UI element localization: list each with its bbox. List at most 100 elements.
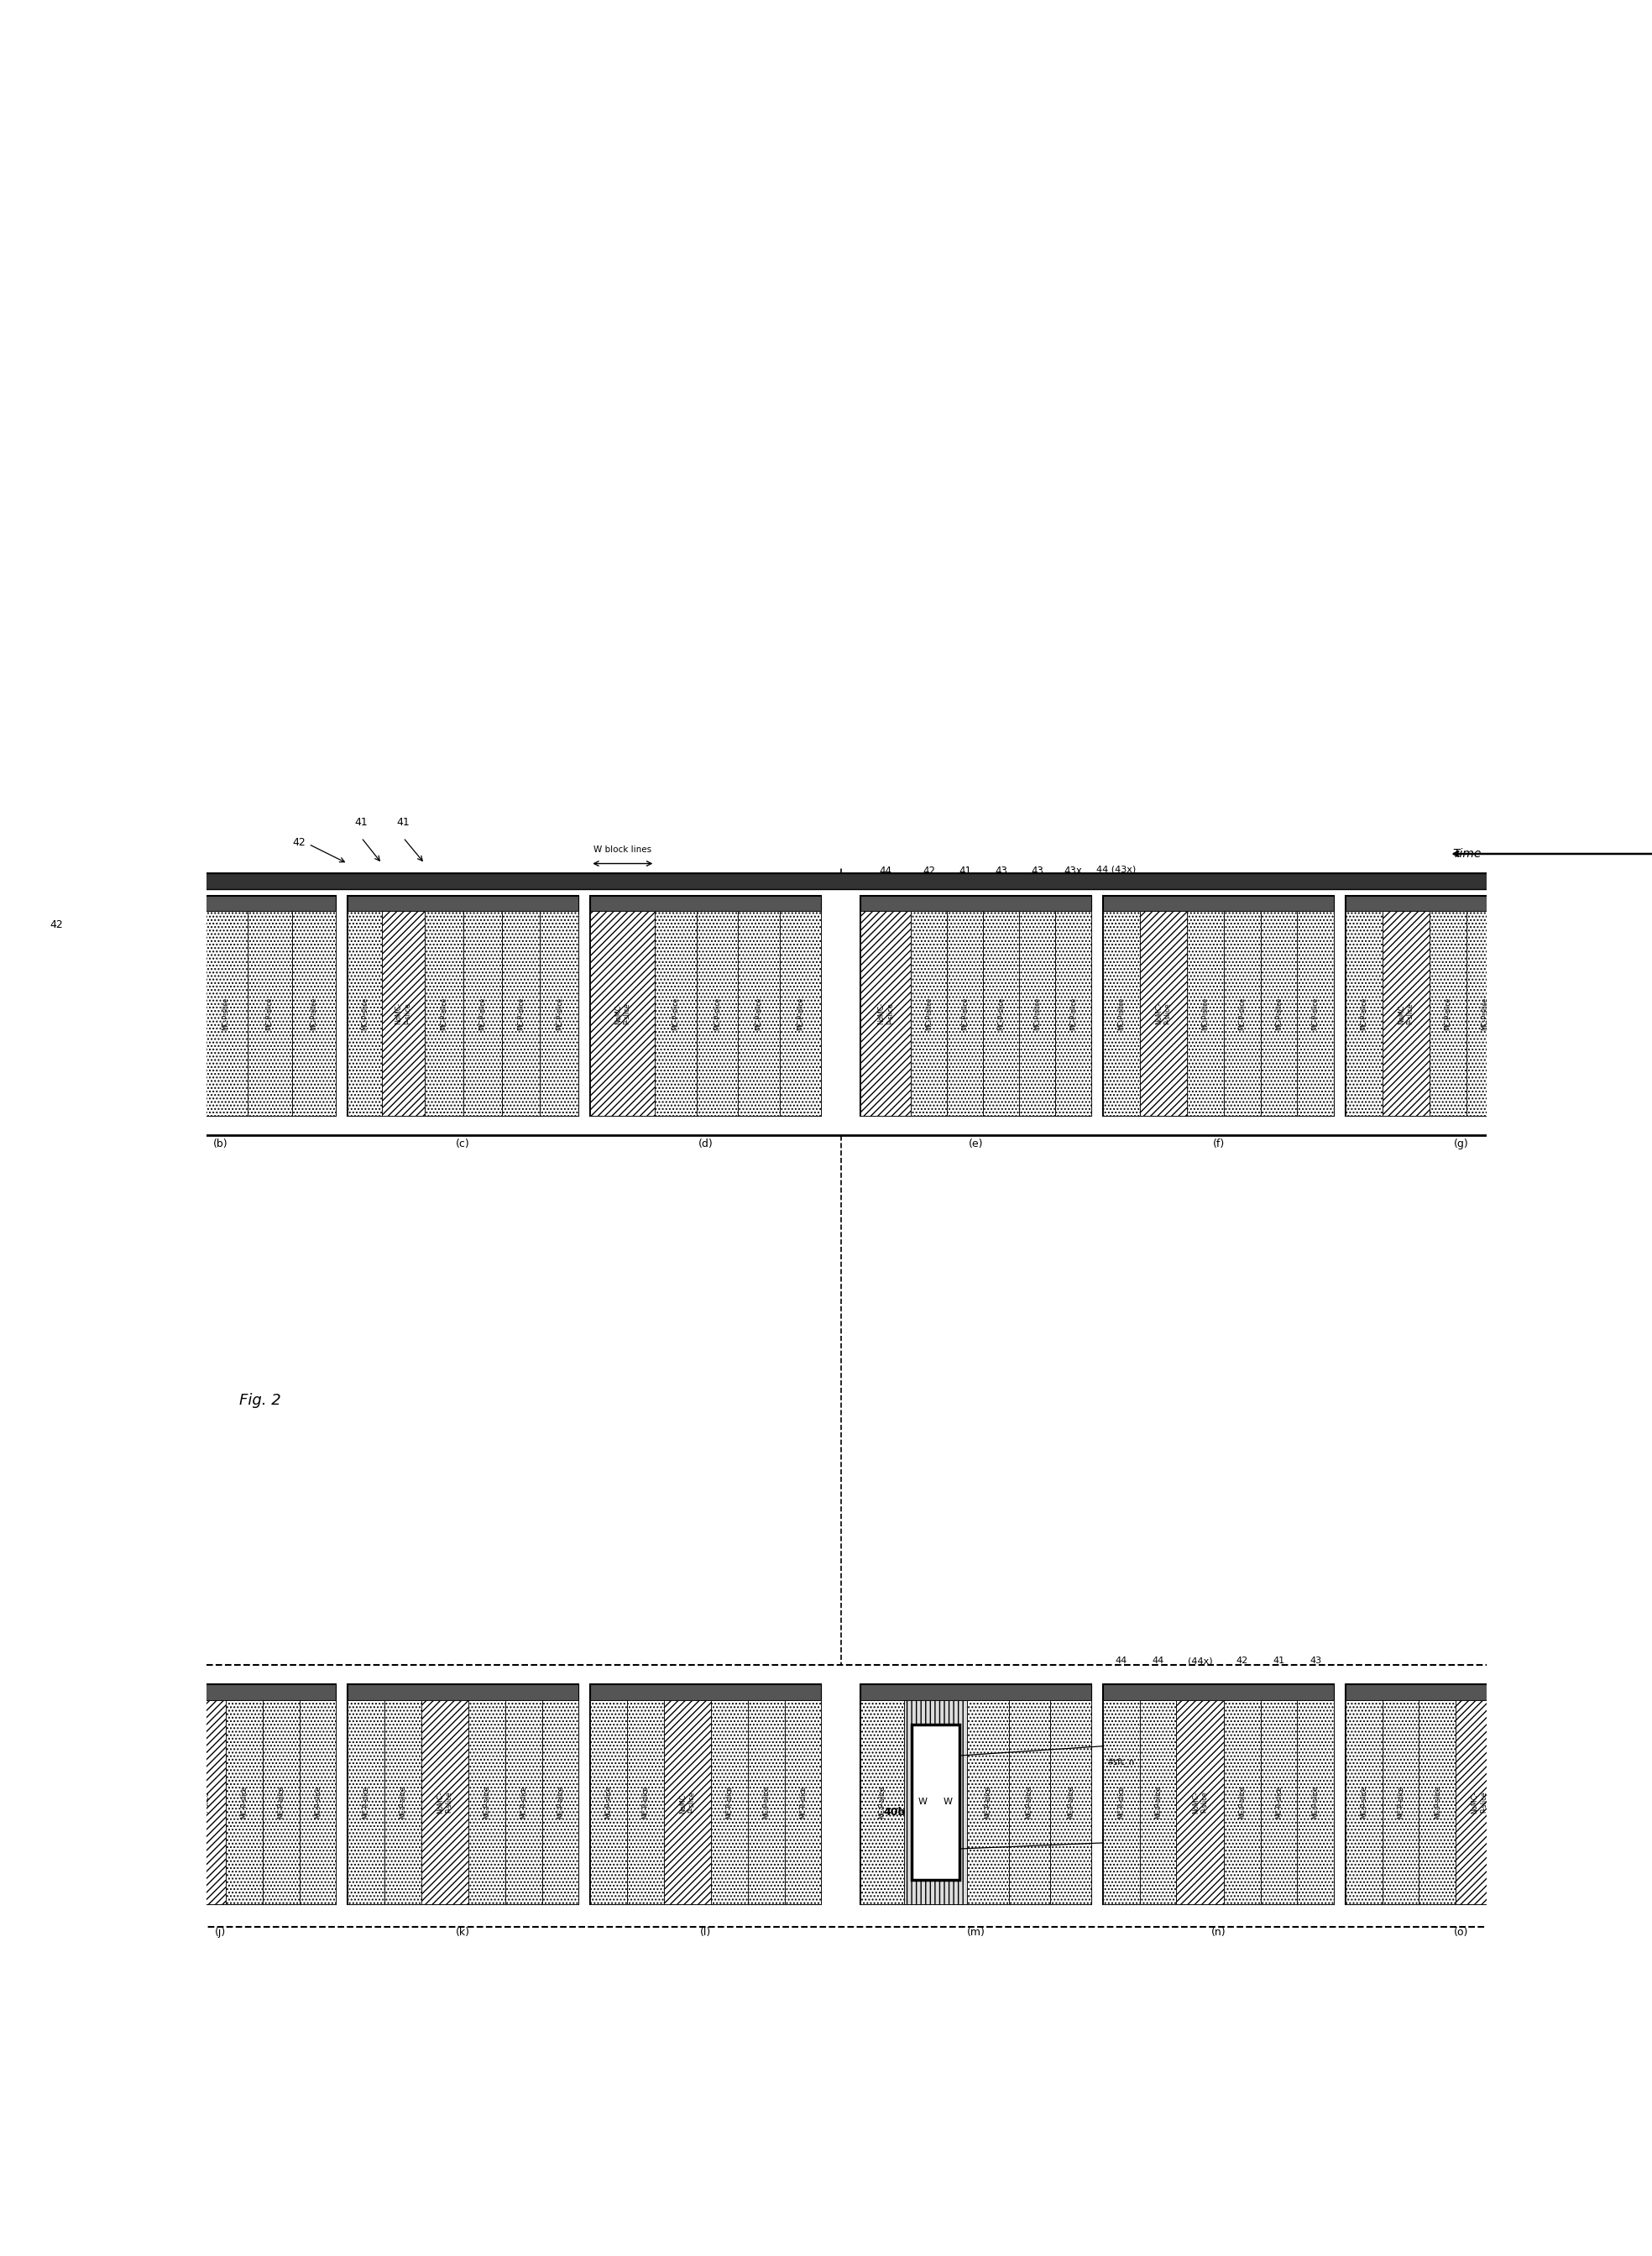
Bar <box>590 911 654 1117</box>
Text: 43: 43 <box>1310 1656 1322 1665</box>
Text: MC-P-slice: MC-P-slice <box>1155 1787 1161 1818</box>
FancyBboxPatch shape <box>106 1685 335 1904</box>
Text: MC-P-slice: MC-P-slice <box>961 997 970 1031</box>
Text: MC-P-slice: MC-P-slice <box>1312 997 1320 1031</box>
Text: MC-P-slice: MC-P-slice <box>520 1787 527 1818</box>
Bar <box>106 896 335 911</box>
Bar <box>1540 911 1576 1117</box>
Bar <box>159 911 203 1117</box>
Text: #sfc_n: #sfc_n <box>1107 1757 1133 1766</box>
Text: MC-P-slice: MC-P-slice <box>763 1787 770 1818</box>
Bar <box>983 911 1019 1117</box>
Bar <box>1431 911 1467 1117</box>
Text: 44 (43x): 44 (43x) <box>1097 864 1137 873</box>
Text: MC-P-slice: MC-P-slice <box>879 1787 885 1818</box>
Text: MC-P-slice: MC-P-slice <box>672 997 679 1031</box>
Text: MC-P-slice: MC-P-slice <box>1518 1787 1525 1818</box>
Text: MC-P-slice: MC-P-slice <box>68 997 74 1031</box>
Text: MC-P-slice: MC-P-slice <box>177 997 185 1031</box>
Text: 42: 42 <box>292 837 306 848</box>
Text: MC-P-slice: MC-P-slice <box>1069 997 1077 1031</box>
FancyBboxPatch shape <box>1346 1685 1576 1904</box>
Bar <box>347 896 578 911</box>
Bar <box>1297 911 1333 1117</box>
Text: MC-P-slice: MC-P-slice <box>157 1787 164 1818</box>
Text: MC-P-slice: MC-P-slice <box>266 997 273 1031</box>
Bar <box>7 1701 50 1904</box>
Text: NoMC-
P-slice: NoMC- P-slice <box>436 1791 453 1814</box>
Bar <box>502 911 540 1117</box>
Bar <box>861 1701 904 1904</box>
Text: (f): (f) <box>1213 1139 1224 1148</box>
Bar <box>299 1701 335 1904</box>
Text: (j): (j) <box>215 1927 226 1938</box>
Bar <box>50 1701 93 1904</box>
Text: MC-P-slice: MC-P-slice <box>314 1787 322 1818</box>
FancyBboxPatch shape <box>590 1685 821 1904</box>
Text: MC-P-slice: MC-P-slice <box>1639 1787 1647 1818</box>
Text: 40b: 40b <box>884 1807 905 1818</box>
Bar <box>1346 1685 1576 1701</box>
Bar <box>1224 1701 1260 1904</box>
Text: (l): (l) <box>700 1927 712 1938</box>
Bar <box>203 911 248 1117</box>
Bar <box>1455 1701 1503 1904</box>
Bar <box>1260 911 1297 1117</box>
Bar <box>1104 1701 1140 1904</box>
Bar <box>263 1701 299 1904</box>
Bar <box>1503 911 1540 1117</box>
Bar <box>861 1685 1092 1701</box>
FancyBboxPatch shape <box>1588 896 1652 1117</box>
Bar <box>1140 1701 1176 1904</box>
Bar <box>1588 911 1626 1117</box>
FancyBboxPatch shape <box>861 896 1092 1117</box>
Bar <box>1588 1685 1652 1701</box>
Text: MC-P-slice: MC-P-slice <box>1360 1787 1368 1818</box>
Text: NoMC-
P-slice: NoMC- P-slice <box>1155 1002 1171 1024</box>
Text: (d): (d) <box>699 1139 714 1148</box>
Text: NoMC-
P-slice: NoMC- P-slice <box>1640 1002 1652 1024</box>
Bar <box>463 911 502 1117</box>
Text: (o): (o) <box>1454 1927 1469 1938</box>
Bar <box>506 1701 542 1904</box>
Bar <box>1346 911 1383 1117</box>
Text: W: W <box>943 1798 952 1807</box>
Text: 42: 42 <box>50 918 63 929</box>
Text: MC-P-slice: MC-P-slice <box>555 997 563 1031</box>
Text: MC-P-slice: MC-P-slice <box>755 997 763 1031</box>
Bar <box>590 896 821 911</box>
FancyBboxPatch shape <box>0 1685 93 1904</box>
FancyBboxPatch shape <box>1104 896 1333 1117</box>
FancyBboxPatch shape <box>1346 896 1576 1117</box>
Text: MC-P-slice: MC-P-slice <box>1201 997 1209 1031</box>
Bar <box>1467 911 1503 1117</box>
Text: MC-P-slice: MC-P-slice <box>479 997 486 1031</box>
Bar <box>0 911 5 1117</box>
Text: MC-P-slice: MC-P-slice <box>605 1787 613 1818</box>
Text: MC-P-slice: MC-P-slice <box>1482 997 1488 1031</box>
Bar <box>226 1701 263 1904</box>
Bar <box>469 1701 506 1904</box>
Bar <box>1419 1701 1455 1904</box>
Text: MC-P-slice: MC-P-slice <box>1555 997 1563 1031</box>
Text: 43: 43 <box>1031 866 1044 878</box>
FancyBboxPatch shape <box>1104 1685 1333 1904</box>
Text: MC-P-slice: MC-P-slice <box>1444 997 1452 1031</box>
Text: 44: 44 <box>1151 1656 1165 1665</box>
Text: NoMC-
P-slice: NoMC- P-slice <box>1193 1791 1208 1814</box>
Bar <box>106 911 159 1117</box>
Bar <box>861 896 1092 911</box>
Text: W: W <box>917 1798 927 1807</box>
Text: MC-P-slice: MC-P-slice <box>311 997 317 1031</box>
Text: W block lines: W block lines <box>593 846 651 853</box>
Text: MC-P-slice: MC-P-slice <box>1026 1787 1032 1818</box>
Bar <box>178 1701 226 1904</box>
Bar <box>5 911 50 1117</box>
Text: MC-P-slice: MC-P-slice <box>1067 1787 1074 1818</box>
Bar <box>0 1665 1652 1927</box>
Bar <box>1104 896 1333 911</box>
Bar <box>1588 1701 1626 1904</box>
Text: 43: 43 <box>995 866 1008 878</box>
Bar <box>1104 1685 1333 1701</box>
Text: NoMC-
P-slice: NoMC- P-slice <box>1398 1002 1414 1024</box>
